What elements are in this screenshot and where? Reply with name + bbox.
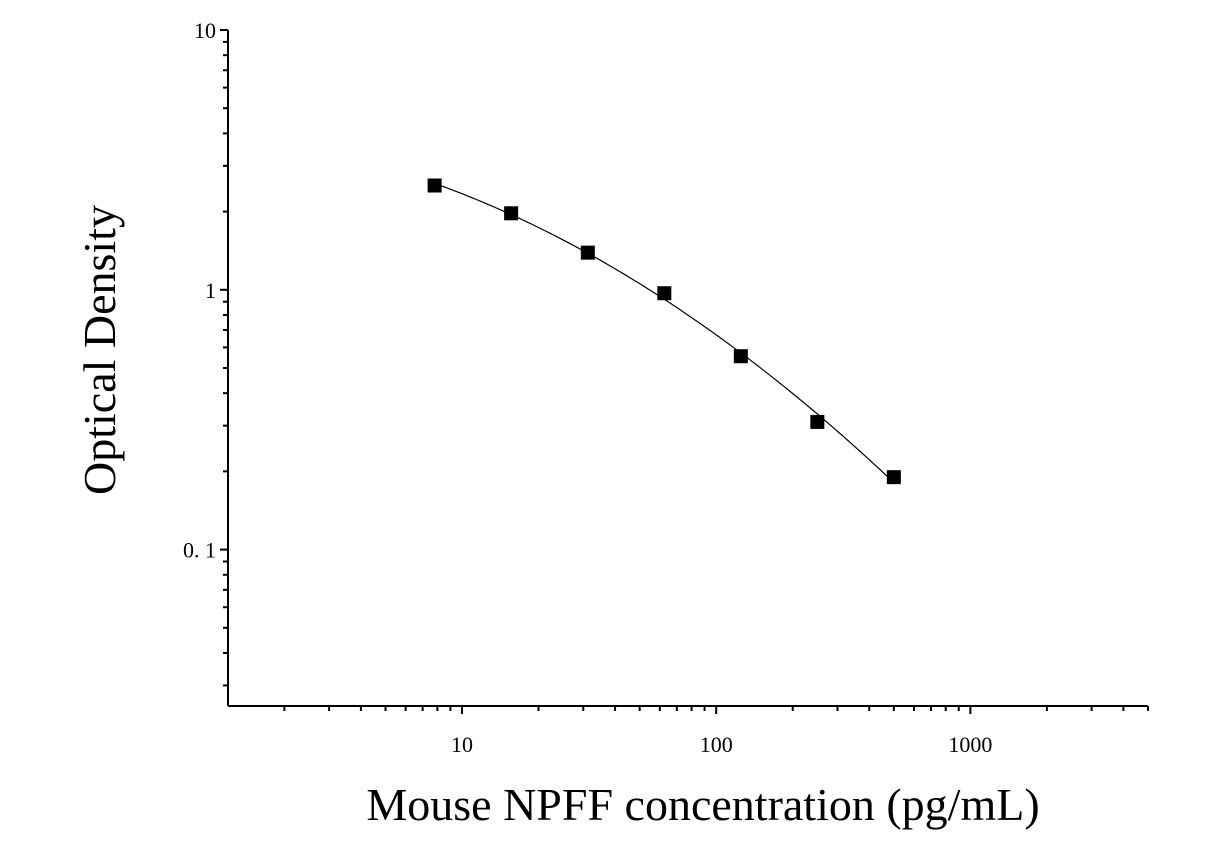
y-axis-title: Optical Density (74, 205, 125, 495)
fit-curve (434, 182, 895, 483)
data-point (504, 206, 519, 221)
x-tick-label: 1000 (948, 732, 992, 757)
axes (227, 30, 1148, 707)
data-point (733, 349, 748, 364)
y-tick-label: 10 (194, 18, 216, 43)
data-point (886, 470, 901, 485)
data-point (427, 178, 442, 193)
y-tick-label: 0. 1 (183, 538, 216, 563)
x-tick-label: 10 (451, 732, 473, 757)
x-tick-label: 100 (700, 732, 733, 757)
data-points-layer (427, 178, 901, 485)
data-point (657, 286, 672, 301)
ticks (220, 29, 1149, 714)
x-axis-title: Mouse NPFF concentration (pg/mL) (366, 779, 1039, 830)
fit-curve-layer (434, 182, 895, 483)
tick-labels: 10 1 0. 1 10 100 1000 (183, 18, 992, 757)
data-point (580, 245, 595, 260)
data-point (810, 414, 825, 429)
y-tick-label: 1 (205, 278, 216, 303)
